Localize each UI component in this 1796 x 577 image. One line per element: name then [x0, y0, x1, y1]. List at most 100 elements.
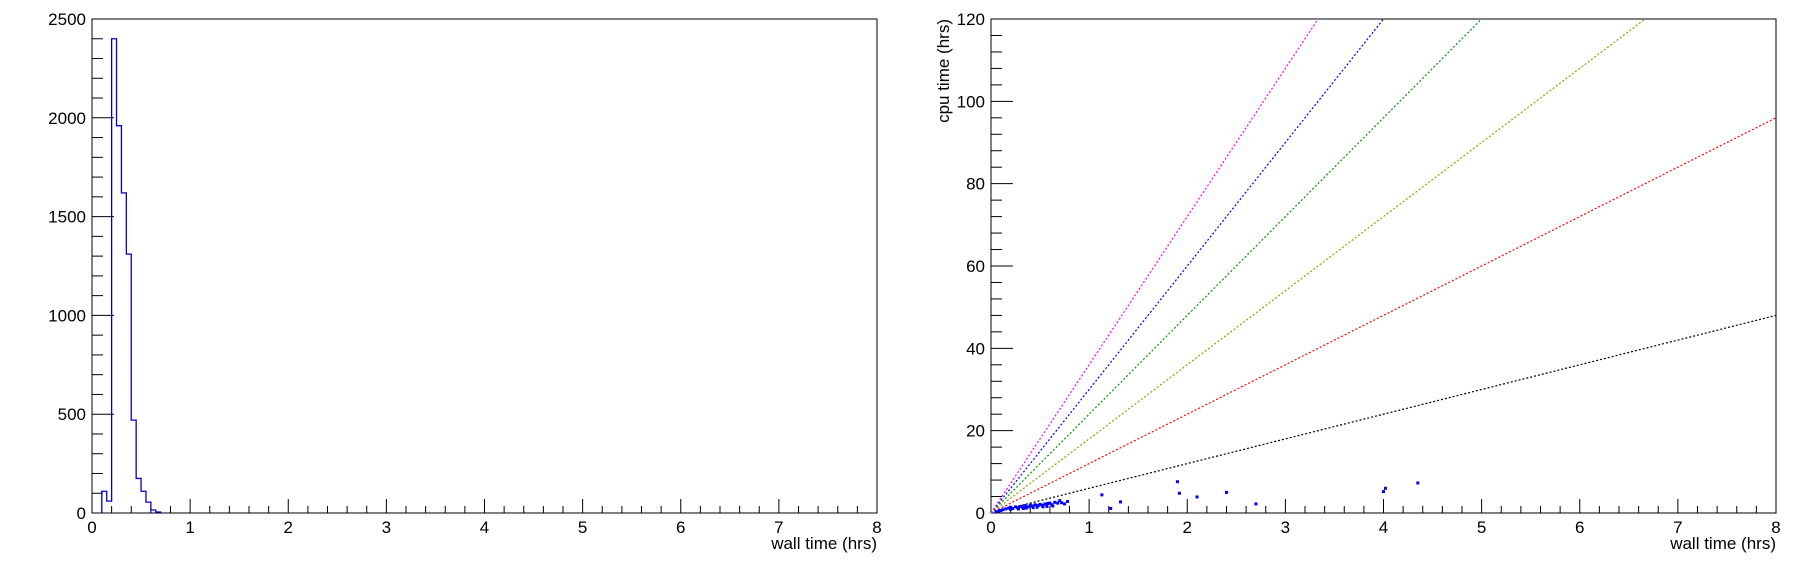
- scatter-y-axis-label: cpu time (hrs): [934, 19, 953, 123]
- scatter-point: [1053, 500, 1057, 504]
- hist-x-tick-label: 6: [676, 518, 685, 537]
- scatter-x-tick-label: 1: [1084, 518, 1093, 537]
- scatter-point: [1009, 507, 1013, 511]
- scatter-point: [1023, 504, 1027, 508]
- hist-x-tick-label: 0: [87, 518, 96, 537]
- scatter-point: [1001, 508, 1005, 512]
- scatter-point: [1026, 505, 1030, 509]
- scatter-point: [1254, 502, 1258, 506]
- scatter-point: [1007, 506, 1011, 510]
- scatter-point: [1177, 491, 1181, 495]
- scatter-x-tick-label: 3: [1281, 518, 1290, 537]
- hist-y-tick-label: 2000: [48, 109, 86, 128]
- scatter-point: [997, 509, 1001, 513]
- scatter-point: [1225, 490, 1228, 494]
- scatter-y-tick-label: 40: [966, 339, 985, 358]
- scatter-y-tick-label: 60: [966, 257, 985, 276]
- scatter-point: [994, 510, 998, 514]
- scatter-point: [1046, 502, 1050, 506]
- histogram-outline: [101, 38, 162, 513]
- scatter-point: [1416, 481, 1420, 485]
- scatter-point: [1033, 503, 1037, 507]
- scatter-point: [1035, 505, 1039, 509]
- scatter-point: [1060, 501, 1064, 505]
- scatter-point: [1024, 506, 1028, 510]
- scatter-point: [1195, 495, 1199, 499]
- histogram-bin: [102, 491, 107, 513]
- histogram-bin: [117, 126, 122, 513]
- scatter-point: [1036, 504, 1040, 508]
- hist-y-tick-label: 1500: [48, 208, 86, 227]
- scatter-point: [1383, 486, 1387, 490]
- histogram-bin: [107, 501, 112, 513]
- hist-x-tick-label: 3: [382, 518, 391, 537]
- histogram-bin: [126, 254, 131, 513]
- scatter-point: [1175, 480, 1179, 484]
- scatter-point: [1100, 493, 1104, 497]
- scatter-x-tick-label: 0: [986, 518, 995, 537]
- scatter-point: [1043, 502, 1047, 506]
- reference-line: [990, 18, 1483, 514]
- scatter-y-tick-label: 100: [957, 92, 985, 111]
- scatter-x-tick-label: 2: [1183, 518, 1192, 537]
- hist-y-tick-label: 0: [77, 504, 86, 523]
- scatter-point: [1058, 499, 1062, 503]
- scatter-point: [1014, 505, 1018, 509]
- scatter-point: [1011, 506, 1015, 510]
- hist-x-tick-label: 4: [480, 518, 489, 537]
- scatter-y-tick-label: 80: [966, 175, 985, 194]
- reference-line: [990, 18, 1384, 514]
- scatter-point: [1045, 504, 1049, 508]
- scatter-point: [1004, 507, 1008, 511]
- scatter-frame: [990, 18, 1777, 514]
- scatter-y-tick-label: 20: [966, 422, 985, 441]
- hist-frame: [91, 18, 878, 514]
- scatter-point: [1031, 506, 1035, 510]
- scatter-point: [1021, 506, 1025, 510]
- reference-line: [990, 117, 1777, 514]
- histogram-bin: [141, 491, 146, 513]
- hist-x-tick-label: 1: [185, 518, 194, 537]
- scatter-y-tick-label: 120: [957, 10, 985, 29]
- scatter-point: [1063, 502, 1067, 506]
- scatter-point: [1030, 504, 1034, 508]
- hist-y-tick-label: 500: [58, 405, 86, 424]
- scatter-point: [1028, 503, 1032, 507]
- histogram-bin: [131, 420, 136, 513]
- histogram-bin: [146, 502, 151, 513]
- scatter-point: [1051, 504, 1055, 508]
- hist-y-tick-label: 1000: [48, 306, 86, 325]
- scatter-point: [1056, 501, 1060, 505]
- histogram-panel: 0 1 2 3 4 5 6 7 8 0 500 1000 1500 2000 2500 wall time (…: [48, 10, 882, 553]
- scatter-point: [1382, 490, 1385, 494]
- scatter-point: [1038, 502, 1042, 506]
- scatter-x-tick-label: 6: [1575, 518, 1584, 537]
- scatter-point: [1119, 500, 1123, 504]
- scatter-point: [1041, 505, 1045, 509]
- scatter-point: [1016, 507, 1020, 511]
- scatter-point: [1048, 501, 1052, 505]
- hist-x-tick-label: 2: [284, 518, 293, 537]
- scatter-x-tick-label: 7: [1673, 518, 1682, 537]
- histogram-bin: [121, 193, 126, 513]
- scatter-point: [1009, 505, 1013, 509]
- hist-x-tick-label: 8: [872, 518, 881, 537]
- scatter-y-tick-label: 0: [976, 504, 985, 523]
- histogram-bin: [136, 478, 141, 513]
- scatter-point: [1018, 504, 1022, 508]
- hist-x-tick-label: 5: [578, 518, 587, 537]
- histogram-bin: [112, 39, 117, 513]
- scatter-x-axis-label: wall time (hrs): [1669, 534, 1776, 553]
- scatter-x-tick-label: 5: [1477, 518, 1486, 537]
- hist-y-tick-label: 2500: [48, 10, 86, 29]
- scatter-point: [1109, 506, 1113, 510]
- reference-line: [990, 18, 1319, 514]
- hist-x-tick-label: 7: [774, 518, 783, 537]
- hist-x-axis-label: wall time (hrs): [770, 534, 877, 553]
- scatter-point: [1066, 499, 1070, 503]
- scatter-point: [1040, 503, 1044, 507]
- reference-line: [990, 18, 1646, 514]
